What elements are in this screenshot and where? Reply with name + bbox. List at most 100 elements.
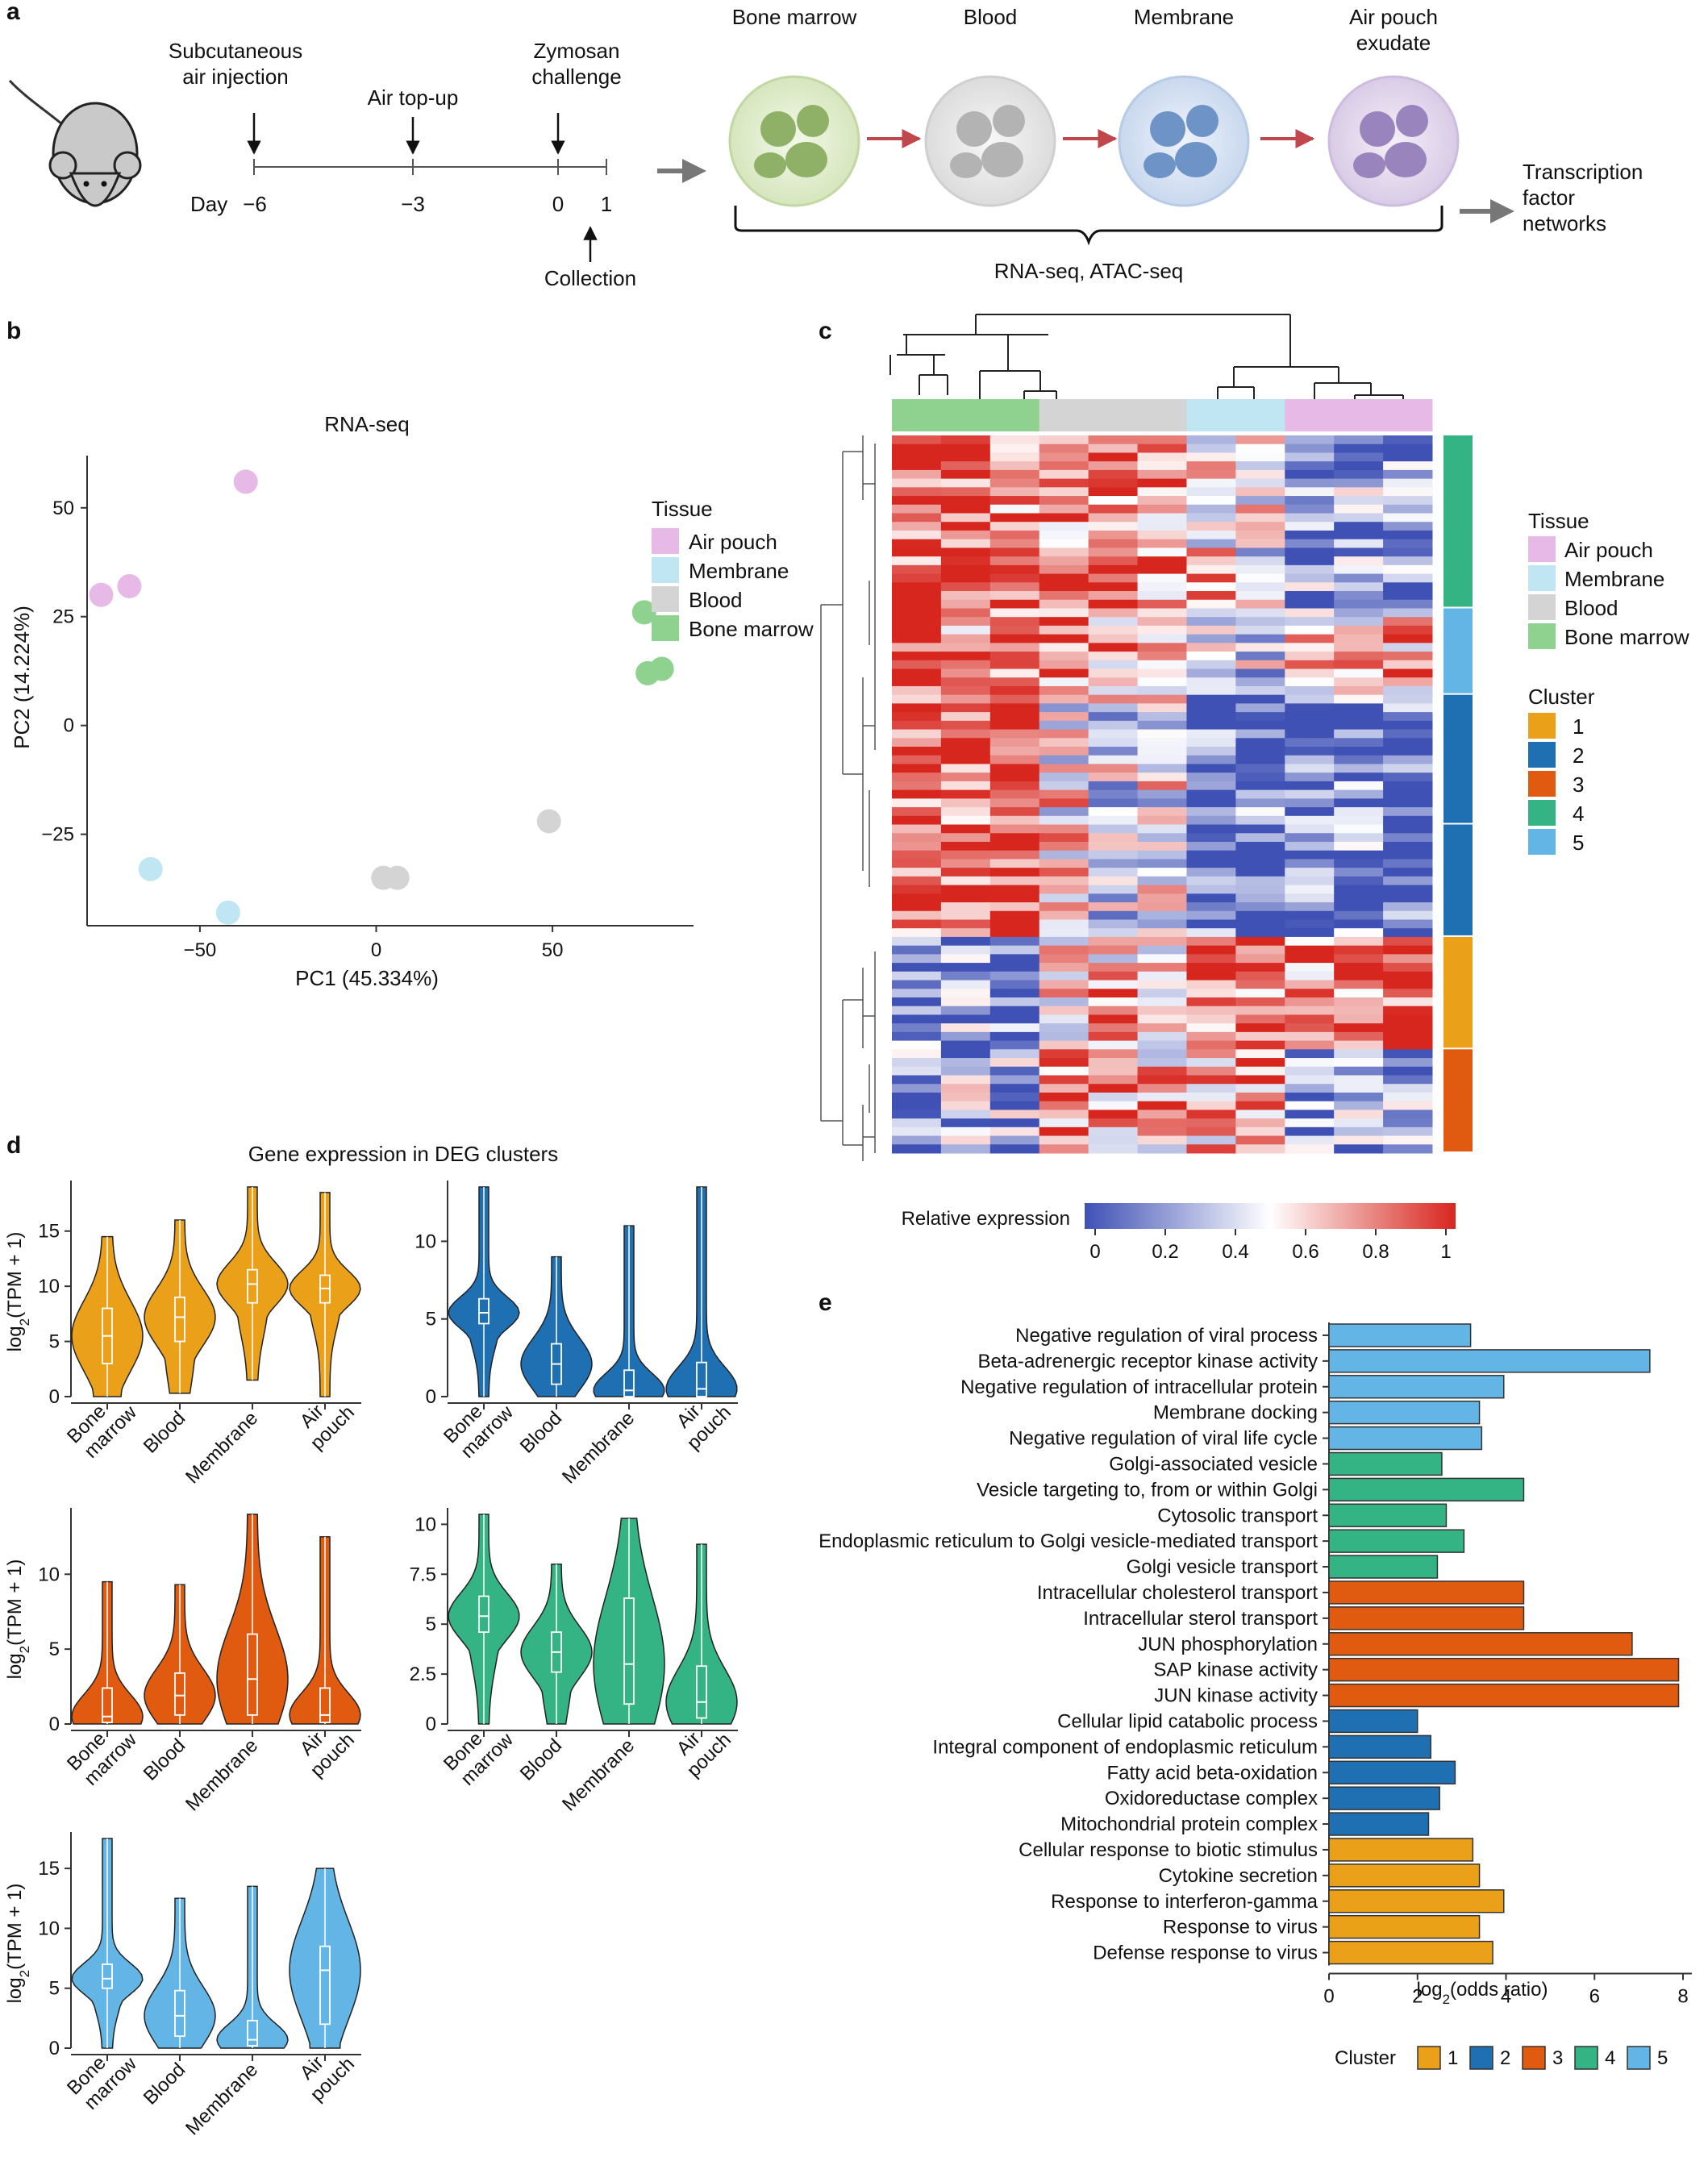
heatmap-cell [989,1118,1040,1128]
bar [1328,1349,1651,1373]
heatmap-cell [1186,893,1236,903]
heatmap-cell [1383,591,1433,601]
heatmap-cell [1334,539,1384,548]
violin-y-tick-label: 2.5 [410,1664,436,1685]
heatmap-cell [1039,1126,1089,1137]
heatmap-cell [1088,963,1139,972]
assay-bracket [734,206,1443,246]
heatmap-cell [1235,556,1285,566]
violin-y-tick-label: 10 [38,1276,60,1297]
heatmap-cell [1383,989,1433,998]
tissue-bar-segment [1334,399,1384,431]
heatmap-cell [1137,885,1187,894]
heatmap-cell [1137,789,1187,799]
timeline-tick: 0 [552,192,564,216]
tissue-bar-segment [940,399,991,431]
heatmap-cell [1088,789,1139,799]
heatmap-cell [1285,1101,1335,1110]
heatmap-cell [940,487,991,497]
panel-label-c: c [819,318,832,344]
heatmap-cell [1383,868,1433,877]
heatmap-cell [989,1040,1040,1050]
heatmap-cell [1235,910,1285,920]
heatmap-cell [989,850,1040,860]
heatmap-cell [1334,556,1384,566]
heatmap-cell [1235,1023,1285,1033]
heatmap-cell [1137,1075,1187,1085]
heatmap-cell [1235,781,1285,791]
heatmap-cell [1088,522,1139,531]
heatmap-cell [1088,781,1139,791]
heatmap-cell [1039,461,1089,471]
legend-swatch-cluster-5 [1528,829,1556,855]
heatmap-cell [892,772,942,782]
heatmap-cell [1334,1101,1384,1110]
bar-legend-swatch-3 [1522,2046,1546,2070]
heatmap-cell [1334,522,1384,531]
heatmap-cell [1137,634,1187,643]
heatmap-cell [1088,902,1139,912]
heatmap-cell [1039,729,1089,739]
heatmap-cell [892,496,942,506]
heatmap-cell [1285,876,1335,886]
heatmap-cell [892,1049,942,1059]
heatmap-cell [989,971,1040,981]
heatmap-cell [989,764,1040,773]
heatmap-cell [1285,685,1335,696]
heatmap-cell [1285,599,1335,609]
heatmap-cell [1383,504,1433,514]
heatmap-cell [1186,703,1236,713]
heatmap-cell [1137,963,1187,972]
bar-category-label: Beta-adrenergic receptor kinase activity [977,1351,1318,1372]
heatmap-cell [1235,625,1285,635]
heatmap-cell [1235,868,1285,877]
heatmap-cell [989,634,1040,643]
heatmap-cell [940,720,991,731]
heatmap-cell [1285,643,1335,652]
heatmap-cell [1383,755,1433,764]
heatmap-cell [892,807,942,817]
heatmap-cell [1334,928,1384,938]
legend-swatch-membrane [1528,565,1556,591]
heatmap-cell [1088,556,1139,566]
legend-swatch-cluster-4 [1528,800,1556,826]
heatmap-cell [1186,556,1236,566]
violin-y-tick-label: 0 [426,1386,436,1408]
heatmap-cell [940,513,991,523]
heatmap-cell [1186,469,1236,480]
heatmap-cell [1137,677,1187,687]
heatmap-cell [989,747,1040,756]
heatmap-cell [940,850,991,860]
heatmap-cell [1235,989,1285,998]
heatmap-cell [1383,443,1433,453]
pca-y-tick-label: 50 [52,498,74,519]
heatmap-cell [940,1066,991,1076]
heatmap-cell [1137,841,1187,852]
bar-category-label: Oxidoreductase complex [1105,1788,1318,1809]
heatmap-cell [1334,712,1384,722]
heatmap-cell [1383,1006,1433,1015]
cell-label-bone-marrow: Bone marrow [732,5,857,29]
heatmap-cell [892,1110,942,1119]
heatmap-cell [1285,496,1335,506]
heatmap-cell [940,660,991,670]
violin-box [478,1595,489,1633]
panel-label-b: b [6,318,21,344]
heatmap-cell [1088,859,1139,868]
heatmap-cell [1186,478,1236,488]
heatmap-cell [1039,1084,1089,1093]
heatmap-cell [1334,617,1384,627]
heatmap-cell [1137,1031,1187,1042]
heatmap-cell [1235,1084,1285,1093]
bar-x-tick-label: 0 [1323,1986,1334,2008]
heatmap-cell [1383,824,1433,834]
heatmap-cell [1186,902,1236,912]
heatmap-cell [892,919,942,929]
heatmap-cell [1383,685,1433,696]
heatmap-cell [892,989,942,998]
heatmap-cell [1186,591,1236,601]
bar [1328,1323,1472,1347]
heatmap-cell [1088,868,1139,877]
violin-y-tick-label: 15 [38,1858,60,1880]
